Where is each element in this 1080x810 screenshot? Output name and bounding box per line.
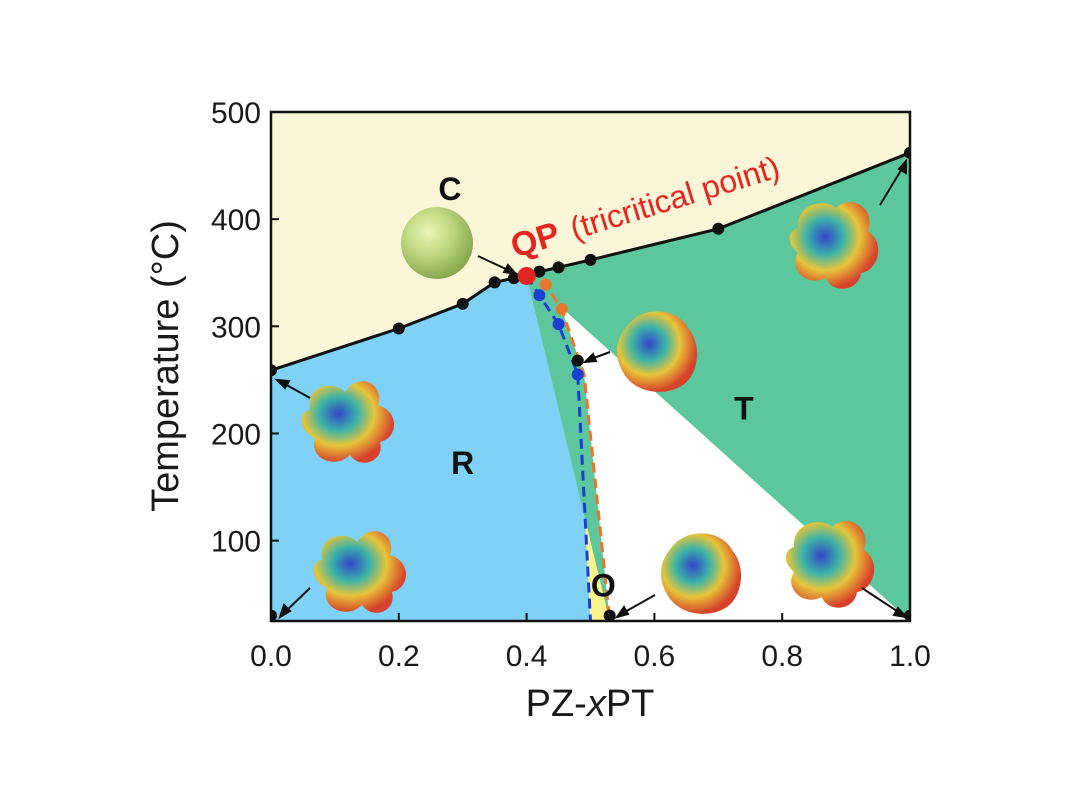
- tetragonal-blob-upper: [789, 201, 879, 289]
- y-tick-label: 300: [211, 311, 261, 344]
- curie-point: [552, 261, 565, 274]
- extra-point: [904, 609, 910, 621]
- phase-label-cubic: C: [438, 171, 461, 207]
- r-o-point: [571, 368, 584, 381]
- phase-label-tetragonal: T: [734, 391, 754, 427]
- y-tick-label: 500: [211, 97, 261, 130]
- rhombohedral-blob-lower: [313, 531, 406, 613]
- x-tick-label: 0.2: [378, 640, 420, 673]
- qp-point: [517, 266, 536, 285]
- curie-point: [584, 253, 597, 266]
- curie-point: [392, 322, 405, 335]
- x-tick-label: 1.0: [889, 640, 931, 673]
- rhombohedral-region: [271, 275, 591, 621]
- curie-point: [712, 222, 725, 235]
- extra-point: [271, 609, 277, 621]
- curie-point: [456, 297, 469, 310]
- curie-point: [533, 265, 546, 278]
- x-tick-label: 0.8: [761, 640, 803, 673]
- r-o-point: [533, 289, 546, 302]
- y-tick-label: 100: [211, 526, 261, 559]
- r-o-point: [552, 318, 565, 331]
- extra-point: [571, 354, 584, 367]
- x-tick-label: 0.6: [634, 640, 676, 673]
- x-tick-label: 0.4: [506, 640, 548, 673]
- x-tick-label: 0.0: [250, 640, 292, 673]
- curie-point: [488, 276, 501, 289]
- tetragonal-blob-lower-left: [660, 533, 742, 614]
- annotation-arrows: [274, 158, 909, 620]
- curie-point: [271, 364, 277, 377]
- cubic-sphere-illustration: [401, 207, 473, 279]
- y-tick-label: 200: [211, 418, 261, 451]
- tetragonal-blob-lower-right: [785, 520, 875, 608]
- o-t-point: [539, 278, 552, 291]
- x-axis-title: PZ-xPT: [526, 683, 655, 725]
- y-tick-label: 400: [211, 204, 261, 237]
- y-axis-ticks: 100 200 300 400 500: [211, 97, 279, 559]
- rhombohedral-blob-upper: [301, 381, 394, 463]
- phase-label-orthorhombic: O: [591, 567, 616, 603]
- extra-point: [603, 609, 616, 621]
- cubic-region: [271, 112, 910, 371]
- y-axis-title: Temperature (°C): [145, 220, 187, 512]
- o-t-point: [555, 303, 568, 316]
- orthorhombic-blob: [616, 311, 698, 392]
- data-markers: [271, 146, 910, 621]
- x-axis-ticks: 0.0 0.2 0.4 0.6 0.8 1.0: [250, 613, 931, 673]
- plot-frame: [269, 110, 912, 623]
- curie-point: [904, 146, 910, 159]
- phase-label-rhombohedral: R: [451, 445, 474, 481]
- orthorhombic-region: [526, 276, 610, 621]
